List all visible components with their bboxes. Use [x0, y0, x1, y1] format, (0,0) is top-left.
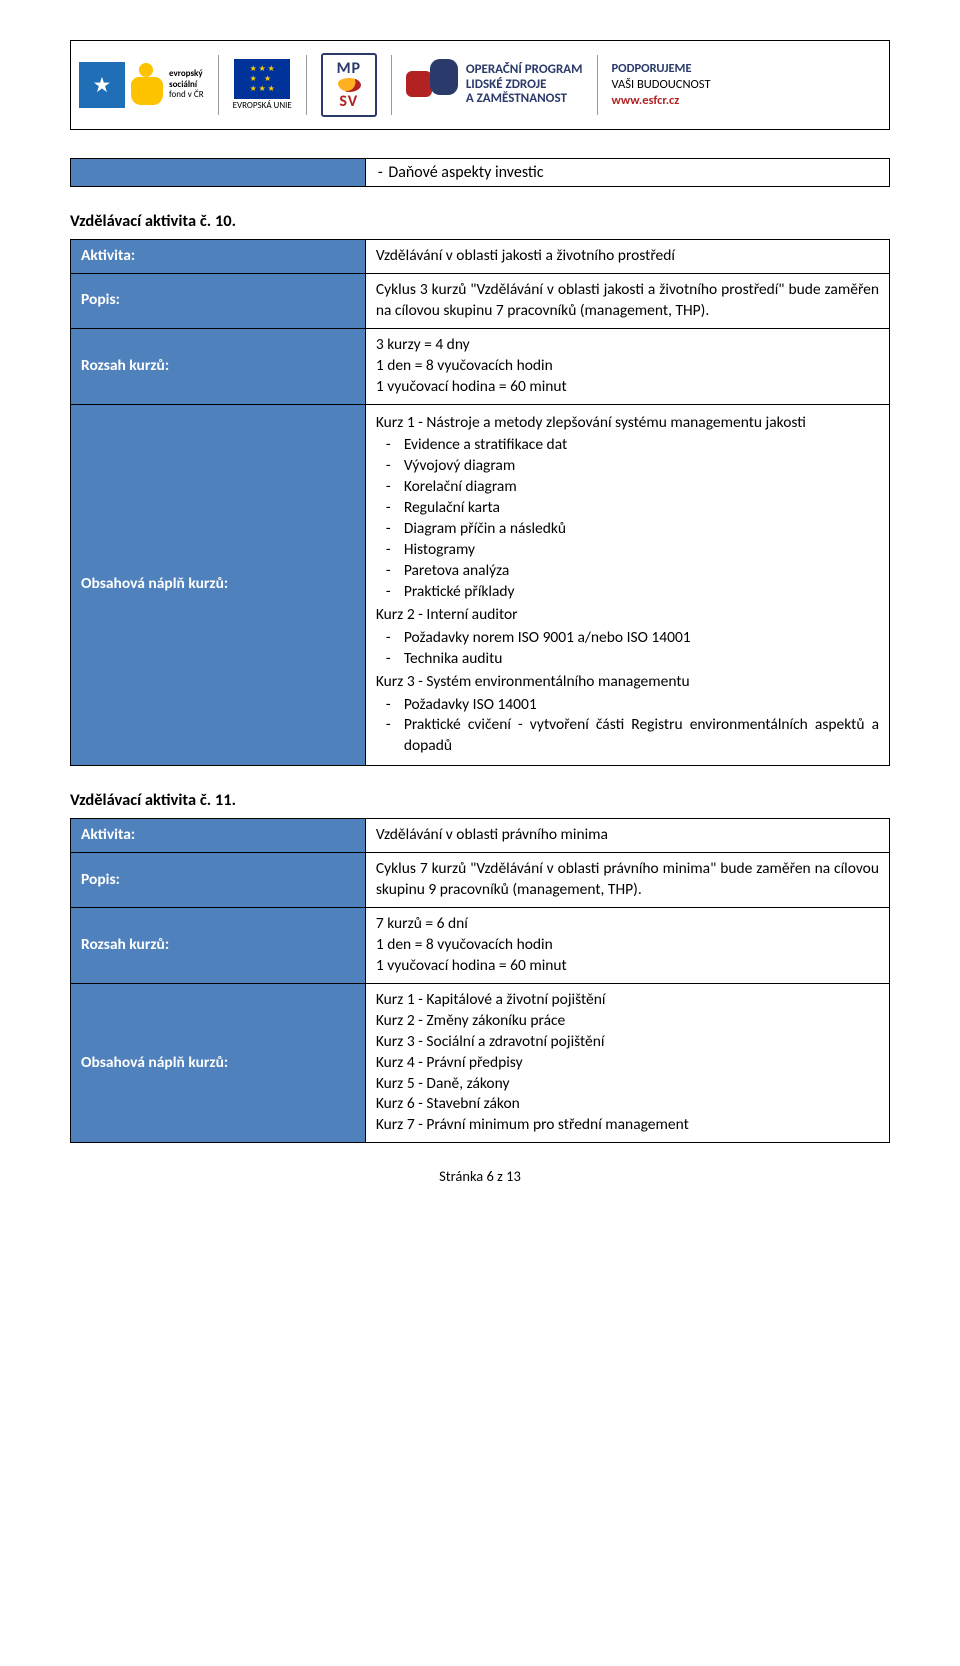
mpsv-bottom: SV: [339, 92, 358, 111]
value-obsah: Kurz 1 - Nástroje a metody zlepšování sy…: [365, 404, 889, 766]
rozsah-line: 7 kurzů = 6 dní: [376, 914, 879, 935]
kurz1-list: Evidence a stratifikace dat Vývojový dia…: [376, 435, 879, 602]
list-item: Vývojový diagram: [404, 456, 879, 477]
kurz-line: Kurz 2 - Změny zákoníku práce: [376, 1011, 879, 1032]
label-obsah: Obsahová náplň kurzů:: [71, 983, 366, 1142]
value-popis: Cyklus 7 kurzů "Vzdělávání v oblasti prá…: [365, 853, 889, 908]
list-item: Požadavky ISO 14001: [404, 695, 879, 716]
kurz1-title: Kurz 1 - Nástroje a metody zlepšování sy…: [376, 413, 879, 434]
kurz3-list: Požadavky ISO 14001 Praktické cvičení - …: [376, 695, 879, 758]
label-rozsah: Rozsah kurzů:: [71, 328, 366, 404]
activity-11-table: Aktivita: Vzdělávání v oblasti právního …: [70, 818, 890, 1143]
page-footer: Stránka 6 z 13: [70, 1167, 890, 1185]
list-item: Histogramy: [404, 540, 879, 561]
oplzz-line-3: A ZAMĚSTNANOST: [466, 92, 583, 107]
label-obsah: Obsahová náplň kurzů:: [71, 404, 366, 766]
kurz-line: Kurz 1 - Kapitálové a životní pojištění: [376, 990, 879, 1011]
top-table: Daňové aspekty investic: [70, 158, 890, 187]
label-aktivita: Aktivita:: [71, 819, 366, 853]
label-popis: Popis:: [71, 273, 366, 328]
separator: [218, 55, 219, 115]
label-popis: Popis:: [71, 853, 366, 908]
value-rozsah: 3 kurzy = 4 dny 1 den = 8 vyučovacích ho…: [365, 328, 889, 404]
eu-label: EVROPSKÁ UNIE: [233, 101, 292, 112]
separator: [306, 55, 307, 115]
esf-logo: ★ evropský sociální fond v ČR: [79, 61, 204, 109]
kurz-line: Kurz 6 - Stavební zákon: [376, 1094, 879, 1115]
kurz-line: Kurz 3 - Sociální a zdravotní pojištění: [376, 1032, 879, 1053]
support-block: PODPORUJEME VAŠI BUDOUCNOST www.esfcr.cz: [612, 61, 711, 110]
esf-person-icon: [131, 61, 163, 109]
kurz-line: Kurz 4 - Právní předpisy: [376, 1053, 879, 1074]
oplzz-line-1: OPERAČNÍ PROGRAM: [466, 63, 583, 78]
label-aktivita: Aktivita:: [71, 240, 366, 274]
eu-flag-icon: ★ ★ ★★ ★★ ★ ★: [234, 59, 290, 99]
top-table-item: Daňové aspekty investic: [396, 163, 544, 182]
value-aktivita: Vzdělávání v oblasti právního minima: [365, 819, 889, 853]
separator: [597, 55, 598, 115]
label-rozsah: Rozsah kurzů:: [71, 908, 366, 984]
support-sub: VAŠI BUDOUCNOST: [612, 77, 711, 93]
list-item: Regulační karta: [404, 498, 879, 519]
support-link: www.esfcr.cz: [612, 93, 711, 109]
list-item: Diagram příčin a následků: [404, 519, 879, 540]
top-table-left: [71, 159, 366, 187]
kurz3-title: Kurz 3 - Systém environmentálního manage…: [376, 672, 879, 693]
rozsah-line: 1 den = 8 vyučovacích hodin: [376, 356, 879, 377]
activity-10-title: Vzdělávací aktivita č. 10.: [70, 211, 890, 231]
oplzz-shape-icon: [406, 59, 458, 111]
eu-logo: ★ ★ ★★ ★★ ★ ★ EVROPSKÁ UNIE: [233, 59, 292, 112]
esf-label-3: fond v ČR: [169, 90, 204, 100]
mpsv-logo: MP SV: [321, 53, 377, 117]
list-item: Korelační diagram: [404, 477, 879, 498]
esf-flag-icon: ★: [79, 62, 125, 108]
value-obsah: Kurz 1 - Kapitálové a životní pojištění …: [365, 983, 889, 1142]
rozsah-line: 1 vyučovací hodina = 60 minut: [376, 956, 879, 977]
kurz2-list: Požadavky norem ISO 9001 a/nebo ISO 1400…: [376, 628, 879, 670]
logo-banner: ★ evropský sociální fond v ČR ★ ★ ★★ ★★ …: [70, 40, 890, 130]
list-item: Požadavky norem ISO 9001 a/nebo ISO 1400…: [404, 628, 879, 649]
top-table-right: Daňové aspekty investic: [365, 159, 889, 187]
value-popis: Cyklus 3 kurzů "Vzdělávání v oblasti jak…: [365, 273, 889, 328]
oplzz-text: OPERAČNÍ PROGRAM LIDSKÉ ZDROJE A ZAMĚSTN…: [466, 63, 583, 108]
mpsv-top: MP: [337, 59, 362, 78]
rozsah-line: 1 den = 8 vyučovacích hodin: [376, 935, 879, 956]
separator: [391, 55, 392, 115]
mpsv-icon: [337, 78, 361, 92]
list-item: Evidence a stratifikace dat: [404, 435, 879, 456]
list-item: Praktické příklady: [404, 582, 879, 603]
value-aktivita: Vzdělávání v oblasti jakosti a životního…: [365, 240, 889, 274]
activity-11-title: Vzdělávací aktivita č. 11.: [70, 790, 890, 810]
kurz-line: Kurz 7 - Právní minimum pro střední mana…: [376, 1115, 879, 1136]
activity-10-table: Aktivita: Vzdělávání v oblasti jakosti a…: [70, 239, 890, 766]
rozsah-line: 1 vyučovací hodina = 60 minut: [376, 377, 879, 398]
rozsah-line: 3 kurzy = 4 dny: [376, 335, 879, 356]
list-item: Technika auditu: [404, 649, 879, 670]
oplzz-logo: OPERAČNÍ PROGRAM LIDSKÉ ZDROJE A ZAMĚSTN…: [406, 59, 583, 111]
esf-text: evropský sociální fond v ČR: [169, 69, 204, 100]
value-rozsah: 7 kurzů = 6 dní 1 den = 8 vyučovacích ho…: [365, 908, 889, 984]
kurz2-title: Kurz 2 - Interní auditor: [376, 605, 879, 626]
support-title: PODPORUJEME: [612, 61, 711, 77]
list-item: Praktické cvičení - vytvoření části Regi…: [404, 715, 879, 757]
kurz-line: Kurz 5 - Daně, zákony: [376, 1074, 879, 1095]
list-item: Paretova analýza: [404, 561, 879, 582]
